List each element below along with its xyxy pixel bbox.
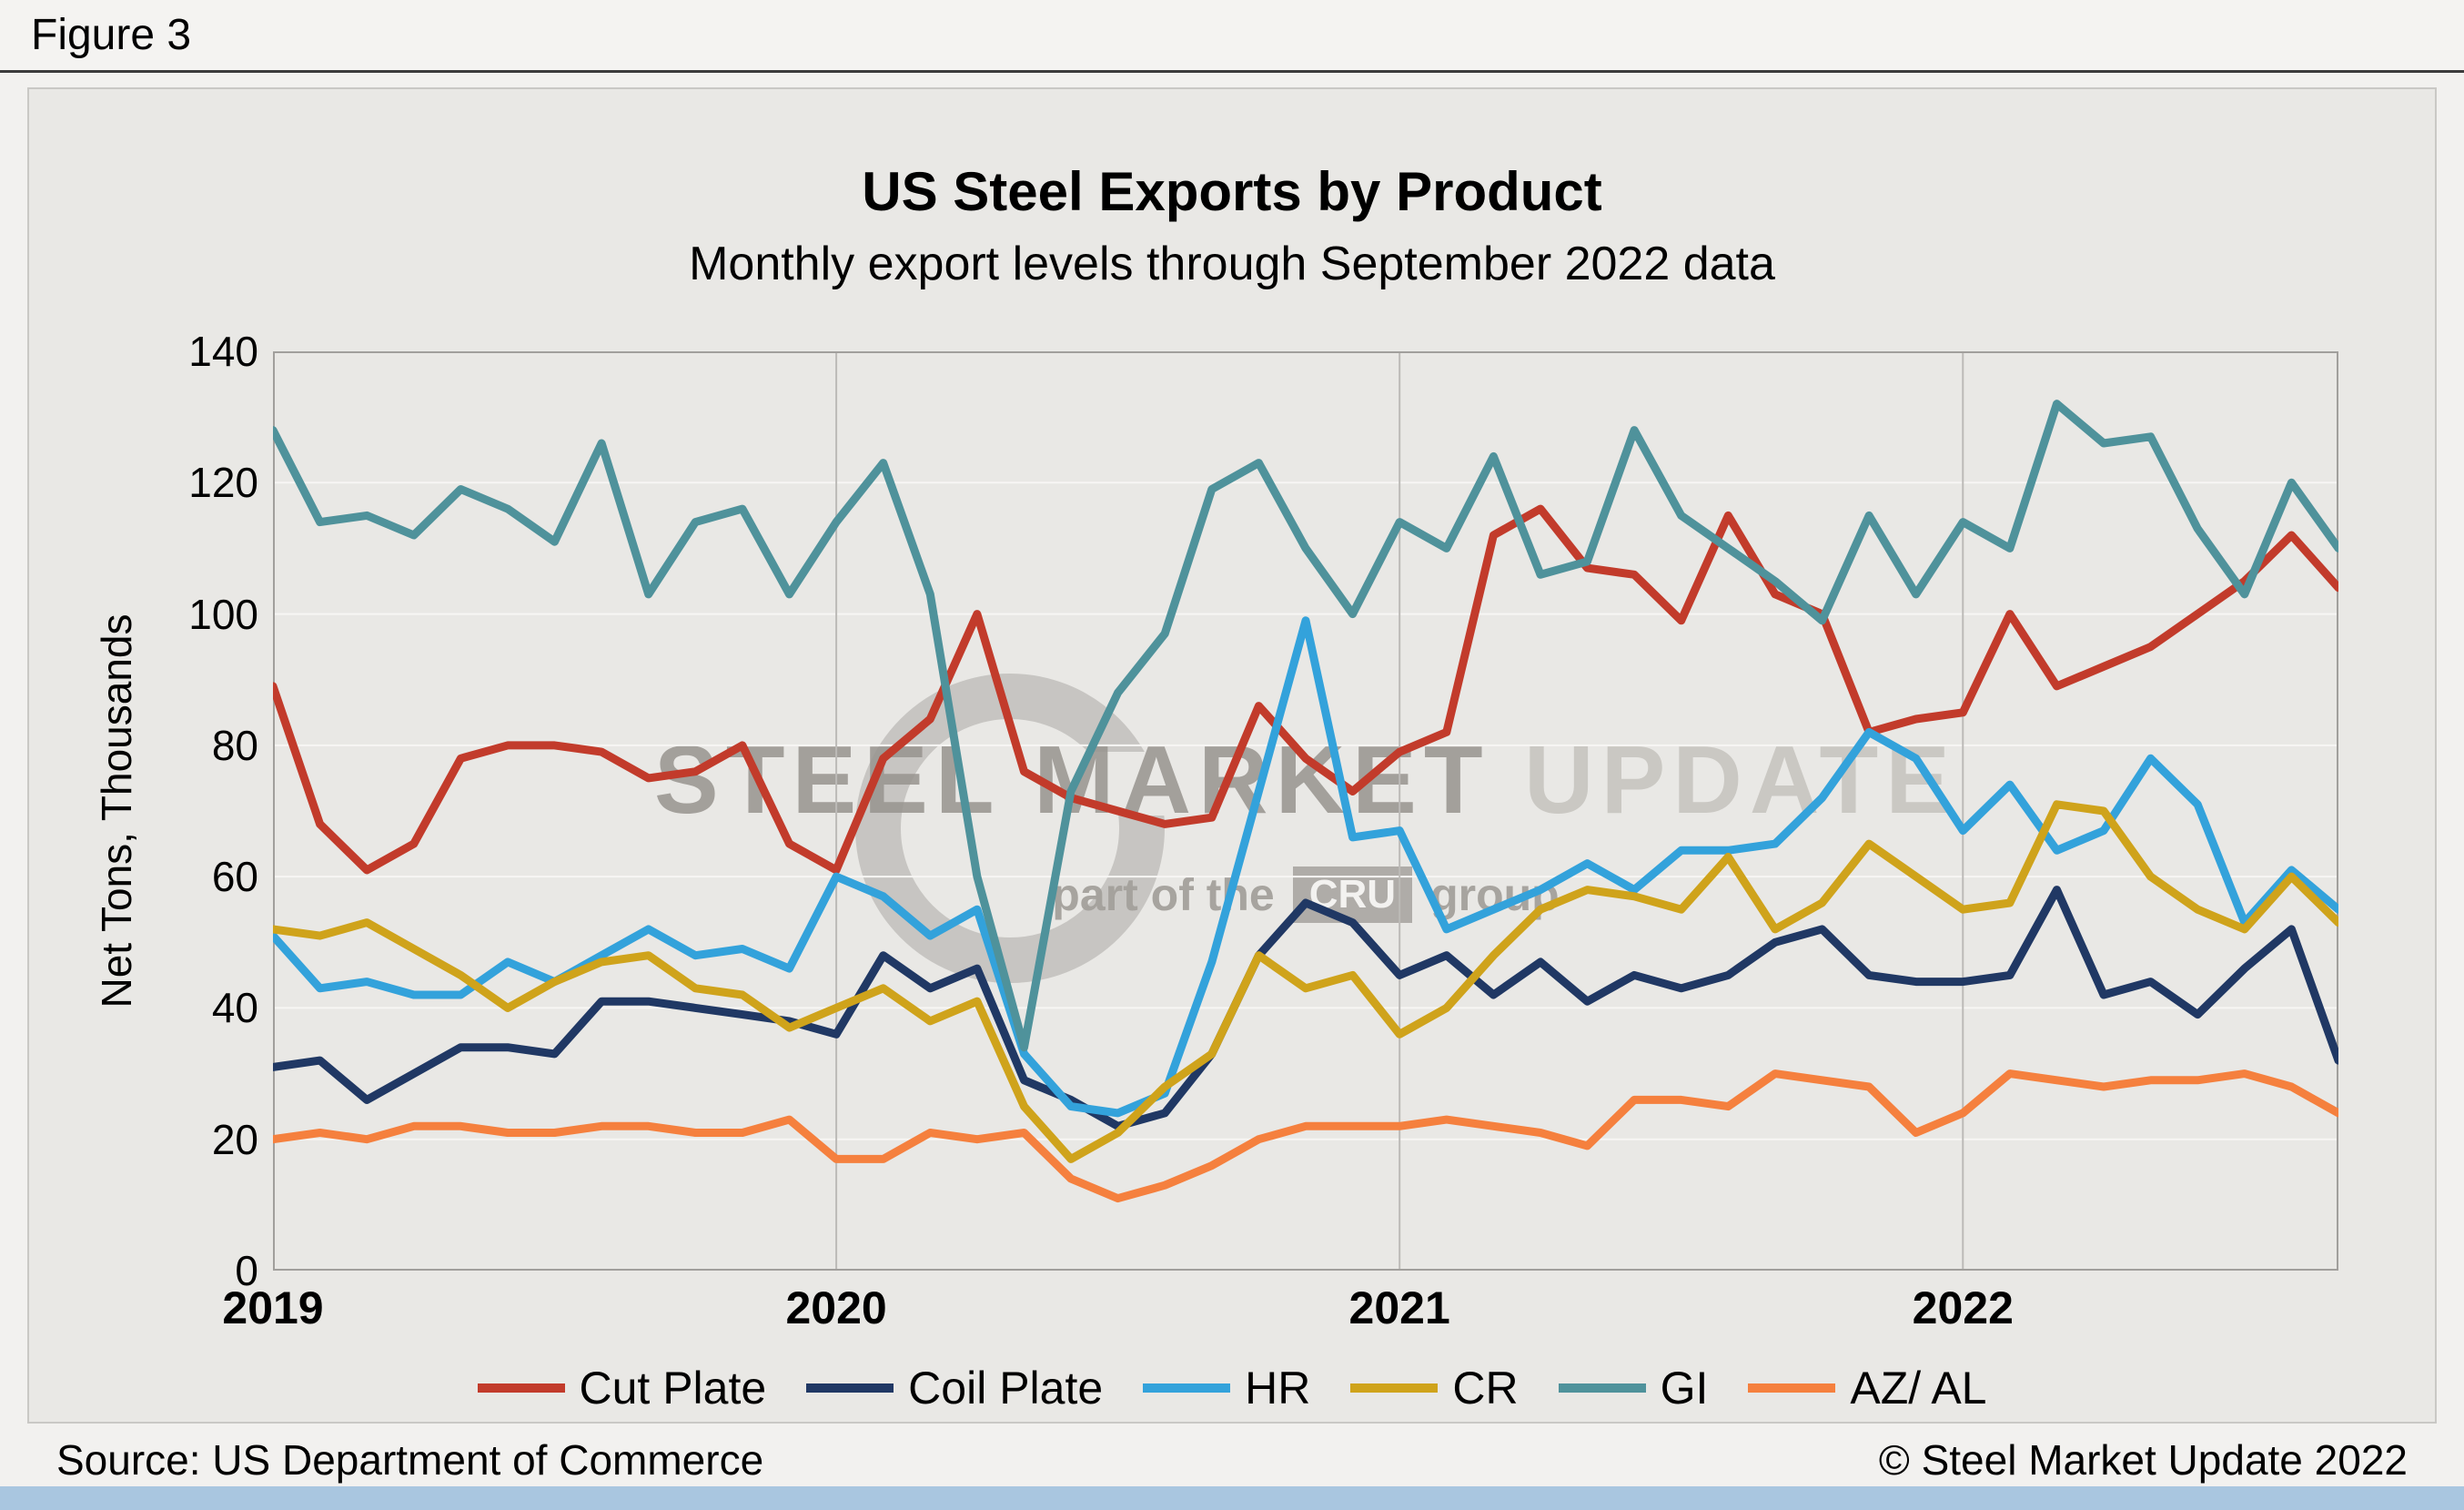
legend-swatch [1748, 1383, 1836, 1393]
series-cr [273, 800, 2338, 1163]
footer: Source: US Department of Commerce © Stee… [56, 1434, 2408, 1485]
plot-area: STEEL MARKET UPDATE part of the CRU grou… [273, 351, 2338, 1271]
legend-label: HR [1245, 1363, 1311, 1414]
source-note: Source: US Department of Commerce [56, 1436, 764, 1484]
legend-label: Coil Plate [908, 1363, 1104, 1414]
chart-legend: Cut Plate Coil Plate HR CR GI AZ/ AL [29, 1362, 2435, 1414]
y-tick-label: 100 [188, 590, 258, 638]
x-axis-ticks: 2019 2020 2021 2022 [222, 1282, 2338, 1340]
legend-item: GI [1558, 1362, 1709, 1414]
series-cut-plate [273, 504, 2338, 875]
chart-title: US Steel Exports by Product [862, 161, 1602, 222]
chart-panel: US Steel Exports by Product Monthly expo… [27, 87, 2437, 1424]
legend-item: AZ/ AL [1748, 1362, 1986, 1414]
figure-label: Figure 3 [31, 11, 192, 59]
y-tick-label: 140 [188, 328, 258, 375]
y-tick-label: 120 [188, 459, 258, 507]
legend-label: AZ/ AL [1850, 1363, 1987, 1414]
y-tick-label: 80 [211, 721, 258, 769]
y-tick-label: 0 [235, 1247, 258, 1294]
figure-header: Figure 3 [0, 0, 2464, 73]
plot-border [273, 351, 2338, 1271]
legend-swatch [806, 1383, 894, 1393]
x-tick-label: 2021 [1348, 1282, 1450, 1333]
x-tick-label: 2020 [785, 1282, 887, 1333]
legend-swatch [1350, 1383, 1439, 1393]
series-gi [273, 400, 2338, 1052]
legend-label: CR [1452, 1363, 1519, 1414]
y-tick-label: 40 [211, 984, 258, 1032]
x-tick-label: 2022 [1912, 1282, 2014, 1333]
x-tick-label: 2019 [222, 1282, 324, 1333]
bottom-accent-bar [0, 1486, 2464, 1510]
legend-label: Cut Plate [579, 1363, 767, 1414]
y-tick-label: 20 [211, 1115, 258, 1163]
legend-swatch [1558, 1383, 1646, 1393]
series-az-al [273, 1069, 2338, 1203]
series-hr [273, 616, 2338, 1118]
legend-item: HR [1143, 1362, 1310, 1414]
line-chart [273, 351, 2338, 1271]
legend-swatch [1143, 1383, 1231, 1393]
legend-item: Cut Plate [477, 1362, 767, 1414]
y-axis-ticks: 0 20 40 60 80 100 120 140 [29, 328, 258, 1294]
legend-swatch [477, 1383, 565, 1393]
legend-item: CR [1350, 1362, 1519, 1414]
copyright-note: © Steel Market Update 2022 [1878, 1436, 2408, 1484]
y-tick-label: 60 [211, 853, 258, 901]
legend-item: Coil Plate [806, 1362, 1103, 1414]
legend-label: GI [1660, 1363, 1709, 1414]
chart-subtitle: Monthly export levels through September … [689, 238, 1775, 290]
